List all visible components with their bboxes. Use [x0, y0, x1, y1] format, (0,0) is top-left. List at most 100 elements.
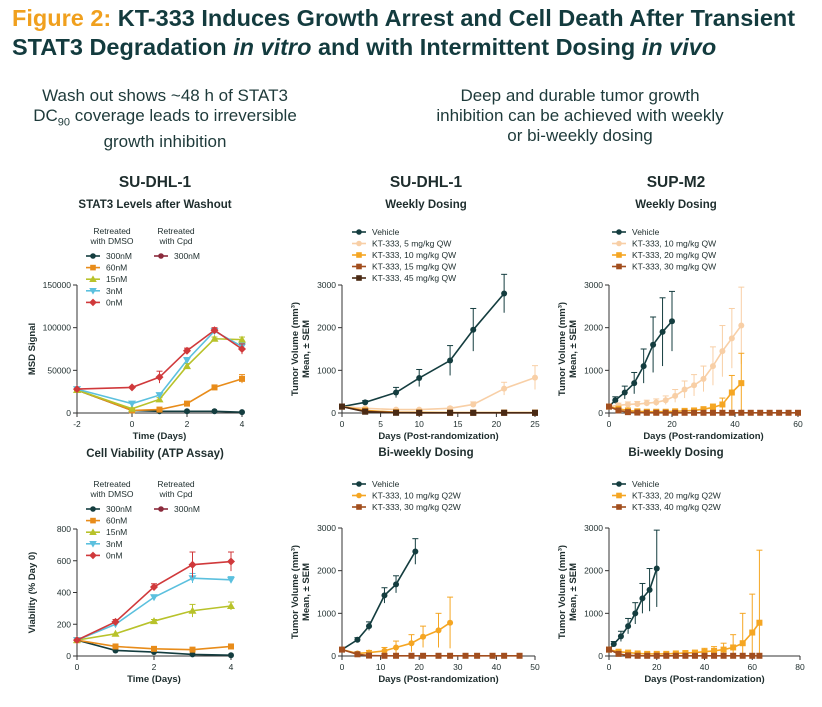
x-tick-label: 2 [152, 662, 157, 672]
data-point [728, 409, 735, 416]
data-point [610, 641, 617, 648]
data-point [362, 399, 369, 406]
data-point [785, 409, 792, 416]
series-line [76, 337, 243, 410]
data-point [393, 652, 400, 659]
data-point [188, 606, 197, 614]
series-4 [339, 403, 538, 416]
x-tick-label: 0 [607, 419, 612, 429]
legend-marker [616, 481, 622, 487]
data-point [150, 617, 158, 625]
x-tick-label: 50 [530, 662, 540, 672]
data-point [447, 409, 454, 416]
data-point [672, 652, 679, 659]
data-point [516, 652, 523, 659]
data-point [672, 409, 679, 416]
data-point [366, 652, 373, 659]
data-point [470, 326, 477, 333]
y-tick-label: 50000 [47, 365, 71, 375]
series-line [341, 293, 505, 408]
chart-title: Weekly Dosing [385, 199, 467, 211]
left-heading-dc: DC [33, 106, 58, 125]
data-point [730, 644, 737, 651]
data-point [210, 334, 219, 342]
series-3 [73, 328, 246, 408]
legend-label: KT-333, 30 mg/kg Q2W [372, 502, 461, 512]
y-tick-label: 400 [57, 588, 71, 598]
data-point [238, 345, 246, 353]
data-point [624, 401, 631, 408]
data-point [606, 403, 612, 410]
data-point [625, 652, 632, 659]
column-title-0: SU-DHL-1 [119, 174, 192, 191]
legend-group-title: with Cpd [158, 236, 192, 246]
legend-marker [89, 298, 97, 307]
chart-title: Weekly Dosing [635, 199, 717, 211]
legend-marker [356, 252, 362, 258]
data-point [766, 409, 773, 416]
series-1 [339, 365, 538, 413]
data-point [739, 652, 746, 659]
legend-label: KT-333, 30 mg/kg QW [632, 262, 716, 272]
legend-marker [356, 504, 362, 510]
chart-supm2_weekly: Weekly Dosing 0 1000 2000 3000 0 20 40 60 Days (P… [557, 199, 803, 442]
data-point [747, 409, 754, 416]
data-point [184, 400, 190, 407]
data-point [700, 375, 707, 382]
x-tick-label: 20 [667, 419, 677, 429]
series-4 [73, 326, 246, 394]
x-tick-label: 2 [185, 419, 190, 429]
left-heading-line-1: Wash out shows ~48 h of STAT3 [42, 86, 288, 105]
data-point [756, 619, 763, 626]
legend-label: KT-333, 40 mg/kg Q2W [632, 502, 721, 512]
data-point [408, 652, 415, 659]
data-point [739, 640, 746, 647]
y-tick-label: 100000 [43, 323, 72, 333]
series-1 [339, 596, 454, 657]
right-section-heading: Deep and durable tumor growth inhibition… [410, 86, 750, 146]
data-point [701, 652, 708, 659]
data-point [728, 335, 735, 342]
data-point [749, 629, 756, 636]
series-0 [339, 538, 419, 653]
y-tick-label: 3000 [317, 280, 336, 290]
data-point [211, 408, 218, 415]
x-tick-label: 5 [378, 419, 383, 429]
data-point [112, 643, 119, 650]
data-point [634, 401, 641, 408]
chart-title: Bi-weekly Dosing [378, 447, 473, 459]
data-point [632, 610, 639, 617]
figure-title: Figure 2: KT-333 Induces Growth Arrest a… [12, 4, 817, 62]
legend-group-title: Retreated [93, 226, 131, 236]
chart-supm2_biweekly: Bi-weekly Dosing 0 1000 2000 3000 0 20 40 60 80 Da… [557, 447, 805, 685]
x-tick-label: 20 [414, 662, 424, 672]
legend-label: 300nM [106, 504, 132, 514]
data-point [681, 409, 688, 416]
data-point [615, 650, 622, 657]
data-point [749, 652, 756, 659]
y-tick-label: 0 [598, 408, 603, 418]
legend-label: Vehicle [632, 479, 660, 489]
legend-marker [356, 275, 362, 281]
x-tick-label: 60 [748, 662, 758, 672]
series-line [341, 405, 535, 414]
y-tick-label: 200 [57, 619, 71, 629]
legend-label: KT-333, 10 mg/kg QW [632, 239, 716, 249]
x-tick-label: 20 [652, 662, 662, 672]
data-point [239, 375, 245, 382]
data-point [730, 652, 737, 659]
chart-viability: Cell Viability (ATP Assay) 0 200 400 600 800 0… [27, 448, 235, 685]
data-point [653, 652, 660, 659]
data-point [532, 374, 538, 381]
series-2 [73, 334, 246, 412]
legend-marker [90, 506, 96, 512]
y-tick-label: 2000 [584, 323, 603, 333]
data-point [662, 397, 669, 404]
legend-marker [356, 240, 362, 247]
legend-label: KT-333, 10 mg/kg QW [372, 250, 456, 260]
data-point [412, 548, 419, 555]
data-point [339, 646, 345, 653]
data-point [408, 640, 415, 647]
data-point [393, 644, 400, 651]
